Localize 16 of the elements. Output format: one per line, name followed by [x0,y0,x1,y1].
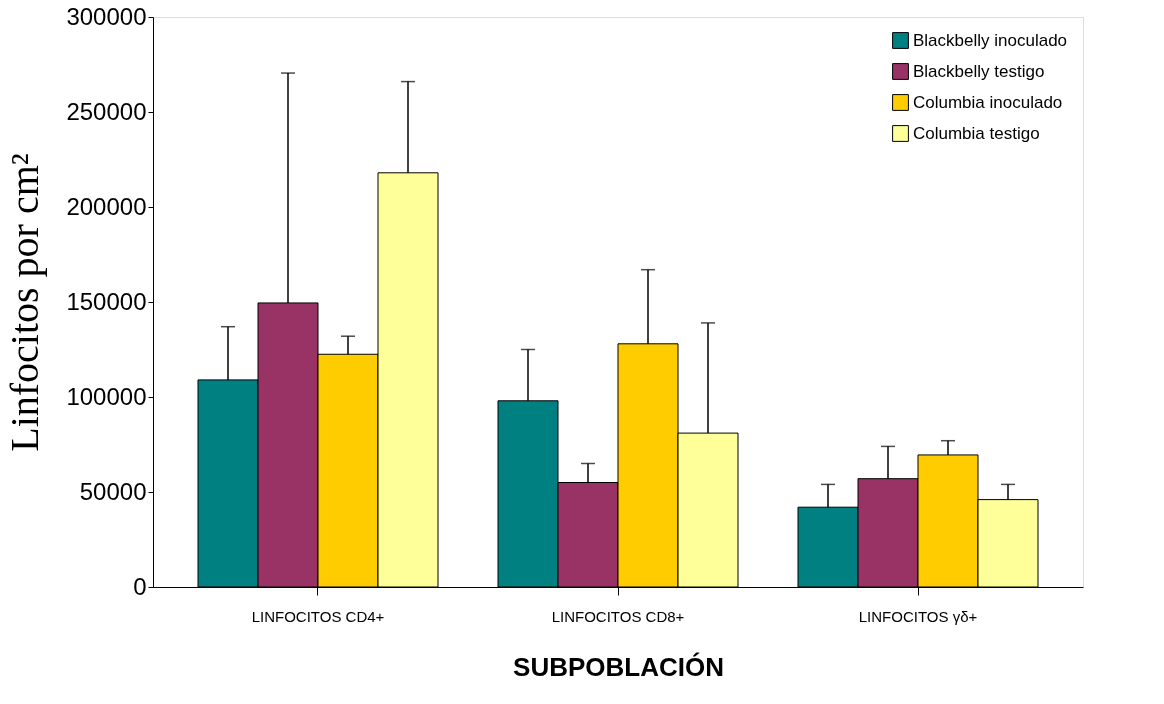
y-tick-label: 50000 [79,477,147,505]
y-tick-label: 200000 [66,192,147,220]
x-tick-label: LINFOCITOS CD8+ [551,607,685,625]
y-tick-label: 250000 [66,97,147,125]
y-tick-label: 100000 [66,382,147,410]
legend-label: Blackbelly testigo [913,61,1045,81]
x-axis-title: SUBPOBLACIÓN [513,651,724,682]
y-tick-label: 150000 [66,287,147,315]
legend-label: Columbia testigo [913,123,1040,143]
x-tick-label: LINFOCITOS CD4+ [251,607,385,625]
y-tick-label: 0 [133,572,147,600]
legend-label: Blackbelly inoculado [913,30,1068,50]
y-tick-label: 300000 [66,2,147,30]
y-axis-title: Linfocitos por cm² [2,153,48,452]
legend-label: Columbia inoculado [913,92,1063,112]
x-tick-label: LINFOCITOS γδ+ [858,607,978,625]
